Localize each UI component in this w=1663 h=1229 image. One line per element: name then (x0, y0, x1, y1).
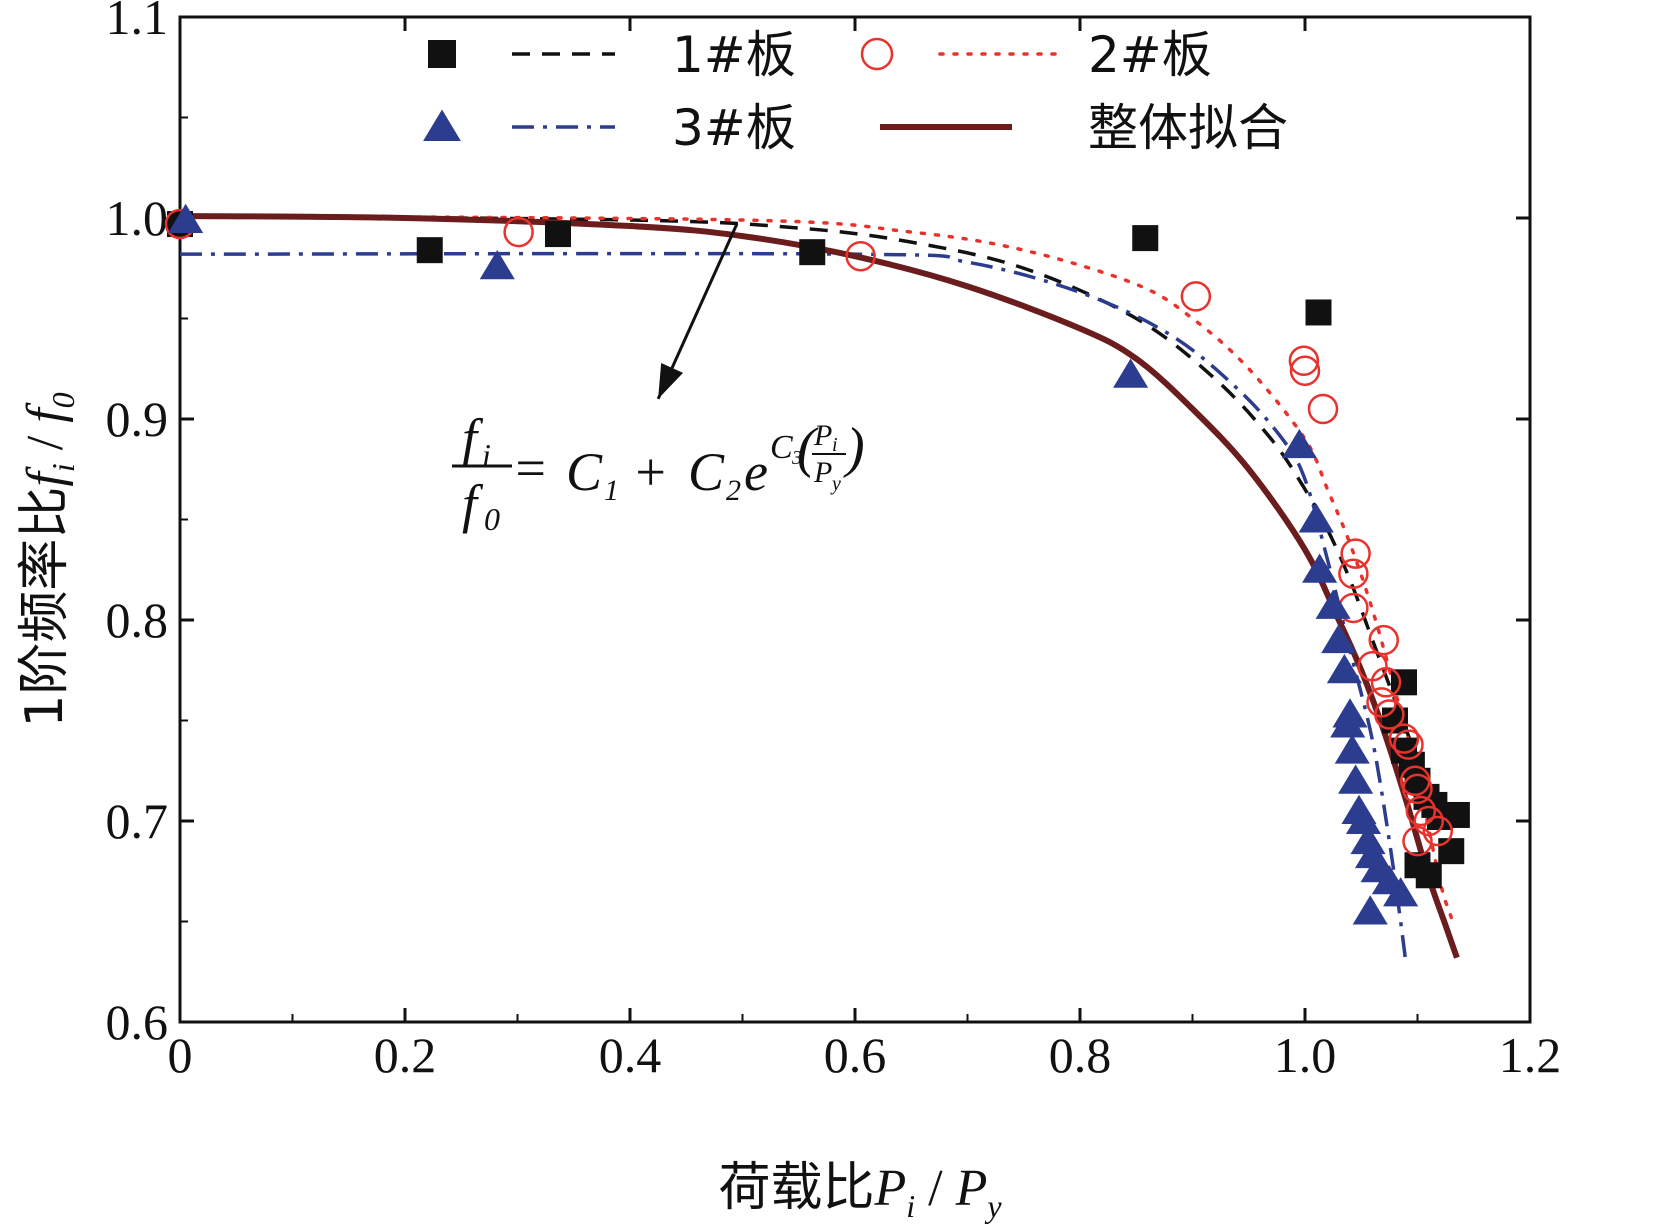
data-point-series-3 (1345, 804, 1382, 834)
formula-c1: C (566, 442, 603, 502)
x-tick-label: 0.6 (824, 1027, 887, 1083)
data-point-series-2 (1338, 558, 1369, 590)
data-point-series-2 (1340, 538, 1371, 569)
x-tick-label: 1.2 (1499, 1027, 1562, 1083)
data-point-series-3 (168, 203, 204, 234)
data-point-series-3 (1321, 623, 1357, 654)
data-point-series-2 (503, 216, 534, 248)
data-point-series-3 (1352, 895, 1388, 925)
formula-frac-den-sub: y (830, 473, 841, 495)
x-tick-label: 0.2 (374, 1027, 437, 1083)
legend-marker-1 (428, 40, 456, 68)
data-point-series-3 (1113, 358, 1149, 388)
formula-lhs-den-sub: 0 (484, 501, 500, 537)
formula-equals: = (512, 438, 548, 498)
data-point-series-3 (1326, 654, 1362, 684)
x-tick-label: 0.4 (599, 1027, 662, 1083)
data-point-series-2 (1422, 815, 1453, 847)
legend-marker-3 (423, 109, 461, 141)
data-point-series-2 (1180, 281, 1212, 312)
formula-c3-sub: 3 (791, 447, 802, 469)
formula-c2: C (688, 442, 725, 502)
formula-plus: + (632, 442, 668, 502)
data-point-series-3 (1298, 503, 1334, 533)
data-point-series-3 (1330, 708, 1366, 738)
formula-frac-num: P (813, 419, 832, 452)
y-tick-label: 0.9 (106, 391, 169, 447)
formula-e: e (744, 442, 768, 502)
overall-fit-curve (179, 212, 1460, 959)
data-point-series-2 (1289, 355, 1321, 387)
y-tick-label: 1.1 (106, 0, 169, 45)
formula-frac-num-sub: i (832, 434, 838, 456)
x-axis: 0 0.2 0.4 0.6 0.8 1.0 1.2 (168, 17, 1562, 1083)
plot-frame (178, 15, 1532, 1024)
formula-paren-close: ) (843, 417, 865, 479)
formula-c2-sub: 2 (726, 474, 741, 507)
data-point-series-3 (1383, 877, 1419, 907)
data-point-series-2 (1368, 624, 1399, 656)
fit-curve-series-2 (178, 214, 1453, 920)
data-point-series-3 (1302, 553, 1338, 583)
data-point-series-3 (479, 249, 515, 280)
data-point-series-2 (1374, 699, 1405, 730)
data-point-series-2 (1388, 723, 1420, 754)
data-point-series-1 (416, 237, 443, 264)
data-points (164, 203, 1470, 925)
data-point-series-2 (1307, 393, 1339, 425)
legend-label-2: 2#板 (1088, 26, 1212, 84)
data-point-series-1 (1443, 801, 1470, 828)
data-point-series-2 (1402, 825, 1433, 857)
data-point-series-2 (1402, 773, 1433, 805)
data-point-series-3 (1338, 764, 1374, 794)
data-point-series-1 (1391, 669, 1417, 696)
data-point-series-1 (799, 239, 826, 266)
legend-marker-2 (860, 37, 894, 71)
legend-label-3: 3#板 (672, 99, 796, 157)
fit-curves (178, 212, 1460, 966)
fit-curve-series-1 (179, 214, 1442, 832)
data-point-series-2 (1393, 729, 1424, 760)
data-point-series-3 (1334, 734, 1370, 764)
annotation-arrowhead (658, 362, 684, 399)
y-tick-label: 0.6 (106, 994, 169, 1050)
data-point-series-1 (1305, 299, 1332, 326)
data-point-series-1 (1438, 838, 1465, 865)
formula-lhs-den: f (462, 474, 484, 534)
plot-area (178, 15, 1532, 1024)
y-axis: 0.6 0.7 0.8 0.9 1.0 1.1 (106, 0, 1530, 1050)
legend-label-1: 1#板 (672, 26, 796, 84)
x-tick-label: 0 (168, 1027, 193, 1083)
formula-annotation: f if 0= C 1 + C 2 e C 3(P iP y) (452, 223, 865, 537)
legend-label-4: 整体拟合 (1088, 99, 1288, 157)
formula-paren-open: ( (797, 417, 819, 479)
data-point-series-1 (1132, 225, 1159, 252)
y-tick-label: 1.0 (106, 190, 169, 246)
formula-c1-sub: 1 (604, 474, 619, 507)
x-axis-title: 荷载比Pi / Py (718, 1158, 1002, 1224)
data-point-series-2 (845, 240, 876, 272)
formula-lhs-num-sub: i (482, 437, 491, 473)
formula-lhs-num: f (462, 408, 484, 468)
fit-curve-series-3 (179, 251, 1408, 966)
x-tick-label: 1.0 (1274, 1027, 1337, 1083)
y-tick-label: 0.7 (106, 793, 169, 849)
data-point-series-3 (1315, 589, 1351, 619)
y-axis-title: 1阶频率比fi / f0 (15, 392, 81, 727)
y-tick-label: 0.8 (106, 592, 169, 648)
data-point-series-2 (1370, 667, 1402, 698)
data-point-series-3 (1281, 428, 1317, 459)
data-point-series-2 (1288, 345, 1320, 376)
x-tick-label: 0.8 (1049, 1027, 1112, 1083)
data-point-series-1 (545, 221, 571, 248)
legend: 1#板 2#板 3#板 整体拟合 (423, 26, 1288, 157)
formula-c3: C (770, 429, 793, 466)
data-point-series-1 (1415, 862, 1442, 889)
data-point-series-2 (1405, 795, 1437, 827)
formula-frac-den: P (813, 456, 832, 489)
